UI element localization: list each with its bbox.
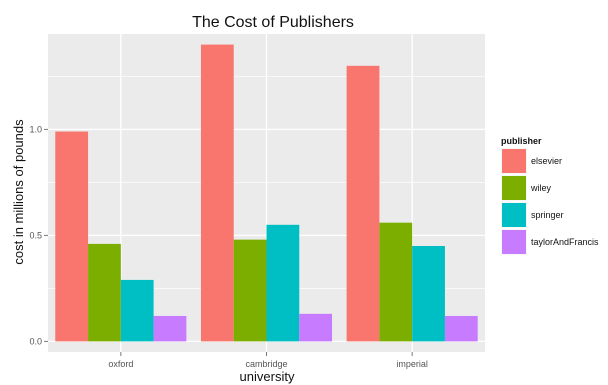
chart-title: The Cost of Publishers bbox=[192, 14, 354, 31]
x-axis-title: university bbox=[240, 369, 295, 384]
bar-imperial-elsevier bbox=[346, 65, 380, 342]
legend: publisher elsevier wiley springer taylorAnd… bbox=[500, 136, 599, 256]
x-tick-label-imperial: imperial bbox=[396, 359, 428, 369]
y-tick-label: 0.5 bbox=[29, 230, 42, 240]
legend-key-elsevier bbox=[502, 149, 526, 173]
bar-cambridge-springer bbox=[266, 224, 300, 342]
y-tick-label: 1.0 bbox=[29, 124, 42, 134]
legend-label-springer: springer bbox=[531, 210, 564, 220]
x-tick-label-oxford: oxford bbox=[108, 359, 133, 369]
bars bbox=[55, 44, 478, 342]
bar-imperial-taylorAndFrancis bbox=[444, 315, 478, 342]
bar-cambridge-taylorAndFrancis bbox=[299, 313, 333, 342]
legend-label-wiley: wiley bbox=[530, 183, 552, 193]
legend-label-elsevier: elsevier bbox=[531, 156, 562, 166]
legend-label-taylorAndFrancis: taylorAndFrancis bbox=[531, 237, 599, 247]
bar-oxford-springer bbox=[120, 279, 154, 342]
bar-oxford-elsevier bbox=[55, 131, 89, 342]
bar-oxford-wiley bbox=[88, 243, 121, 342]
x-tick-label-cambridge: cambridge bbox=[245, 359, 287, 369]
bar-imperial-springer bbox=[412, 246, 445, 342]
bar-oxford-taylorAndFrancis bbox=[153, 315, 187, 342]
y-axis-title: cost in millions of pounds bbox=[11, 119, 26, 265]
legend-key-wiley bbox=[502, 176, 526, 200]
legend-title: publisher bbox=[501, 136, 542, 146]
tick-marks bbox=[44, 128, 413, 356]
y-tick-label: 0.0 bbox=[29, 336, 42, 346]
legend-key-springer bbox=[502, 203, 526, 227]
bar-cambridge-elsevier bbox=[200, 44, 234, 342]
legend-key-taylorAndFrancis bbox=[502, 230, 526, 254]
bar-cambridge-wiley bbox=[233, 239, 267, 342]
bar-imperial-wiley bbox=[379, 222, 413, 342]
